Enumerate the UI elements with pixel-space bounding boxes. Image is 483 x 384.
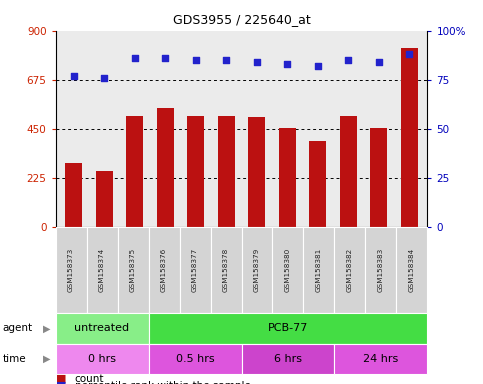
Text: ▶: ▶ — [43, 354, 51, 364]
Text: GSM158380: GSM158380 — [285, 248, 291, 292]
Bar — [309, 141, 326, 227]
Text: time: time — [2, 354, 26, 364]
Text: ■: ■ — [56, 374, 66, 384]
Text: GDS3955 / 225640_at: GDS3955 / 225640_at — [172, 13, 311, 26]
Point — [314, 63, 322, 69]
Text: GSM158384: GSM158384 — [409, 248, 415, 292]
Point — [161, 55, 169, 61]
Bar — [157, 108, 174, 227]
Text: 0 hrs: 0 hrs — [88, 354, 116, 364]
Bar — [401, 48, 417, 227]
Text: untreated: untreated — [74, 323, 129, 333]
Point — [375, 59, 383, 65]
Bar — [66, 164, 82, 227]
Point — [284, 61, 291, 67]
Point — [344, 57, 352, 63]
Text: GSM158376: GSM158376 — [161, 248, 167, 292]
Text: GSM158374: GSM158374 — [99, 248, 105, 292]
Point — [192, 57, 199, 63]
Point — [70, 73, 78, 79]
Bar — [340, 116, 356, 227]
Bar — [248, 117, 265, 227]
Text: count: count — [75, 374, 104, 384]
Bar — [187, 116, 204, 227]
Text: GSM158379: GSM158379 — [254, 248, 260, 292]
Text: GSM158373: GSM158373 — [68, 248, 74, 292]
Point — [131, 55, 139, 61]
Text: ■: ■ — [56, 381, 66, 384]
Point — [222, 57, 230, 63]
Text: GSM158377: GSM158377 — [192, 248, 198, 292]
Text: 24 hrs: 24 hrs — [363, 354, 398, 364]
Text: GSM158383: GSM158383 — [378, 248, 384, 292]
Text: PCB-77: PCB-77 — [268, 323, 308, 333]
Text: 0.5 hrs: 0.5 hrs — [176, 354, 214, 364]
Bar — [370, 127, 387, 227]
Point — [405, 51, 413, 57]
Bar — [218, 116, 235, 227]
Text: GSM158381: GSM158381 — [316, 248, 322, 292]
Text: percentile rank within the sample: percentile rank within the sample — [75, 381, 251, 384]
Bar — [96, 171, 113, 227]
Text: GSM158382: GSM158382 — [347, 248, 353, 292]
Text: agent: agent — [2, 323, 32, 333]
Text: ▶: ▶ — [43, 323, 51, 333]
Text: GSM158378: GSM158378 — [223, 248, 229, 292]
Point — [253, 59, 261, 65]
Text: 6 hrs: 6 hrs — [274, 354, 302, 364]
Point — [100, 74, 108, 81]
Text: GSM158375: GSM158375 — [130, 248, 136, 292]
Bar — [127, 116, 143, 227]
Bar — [279, 127, 296, 227]
